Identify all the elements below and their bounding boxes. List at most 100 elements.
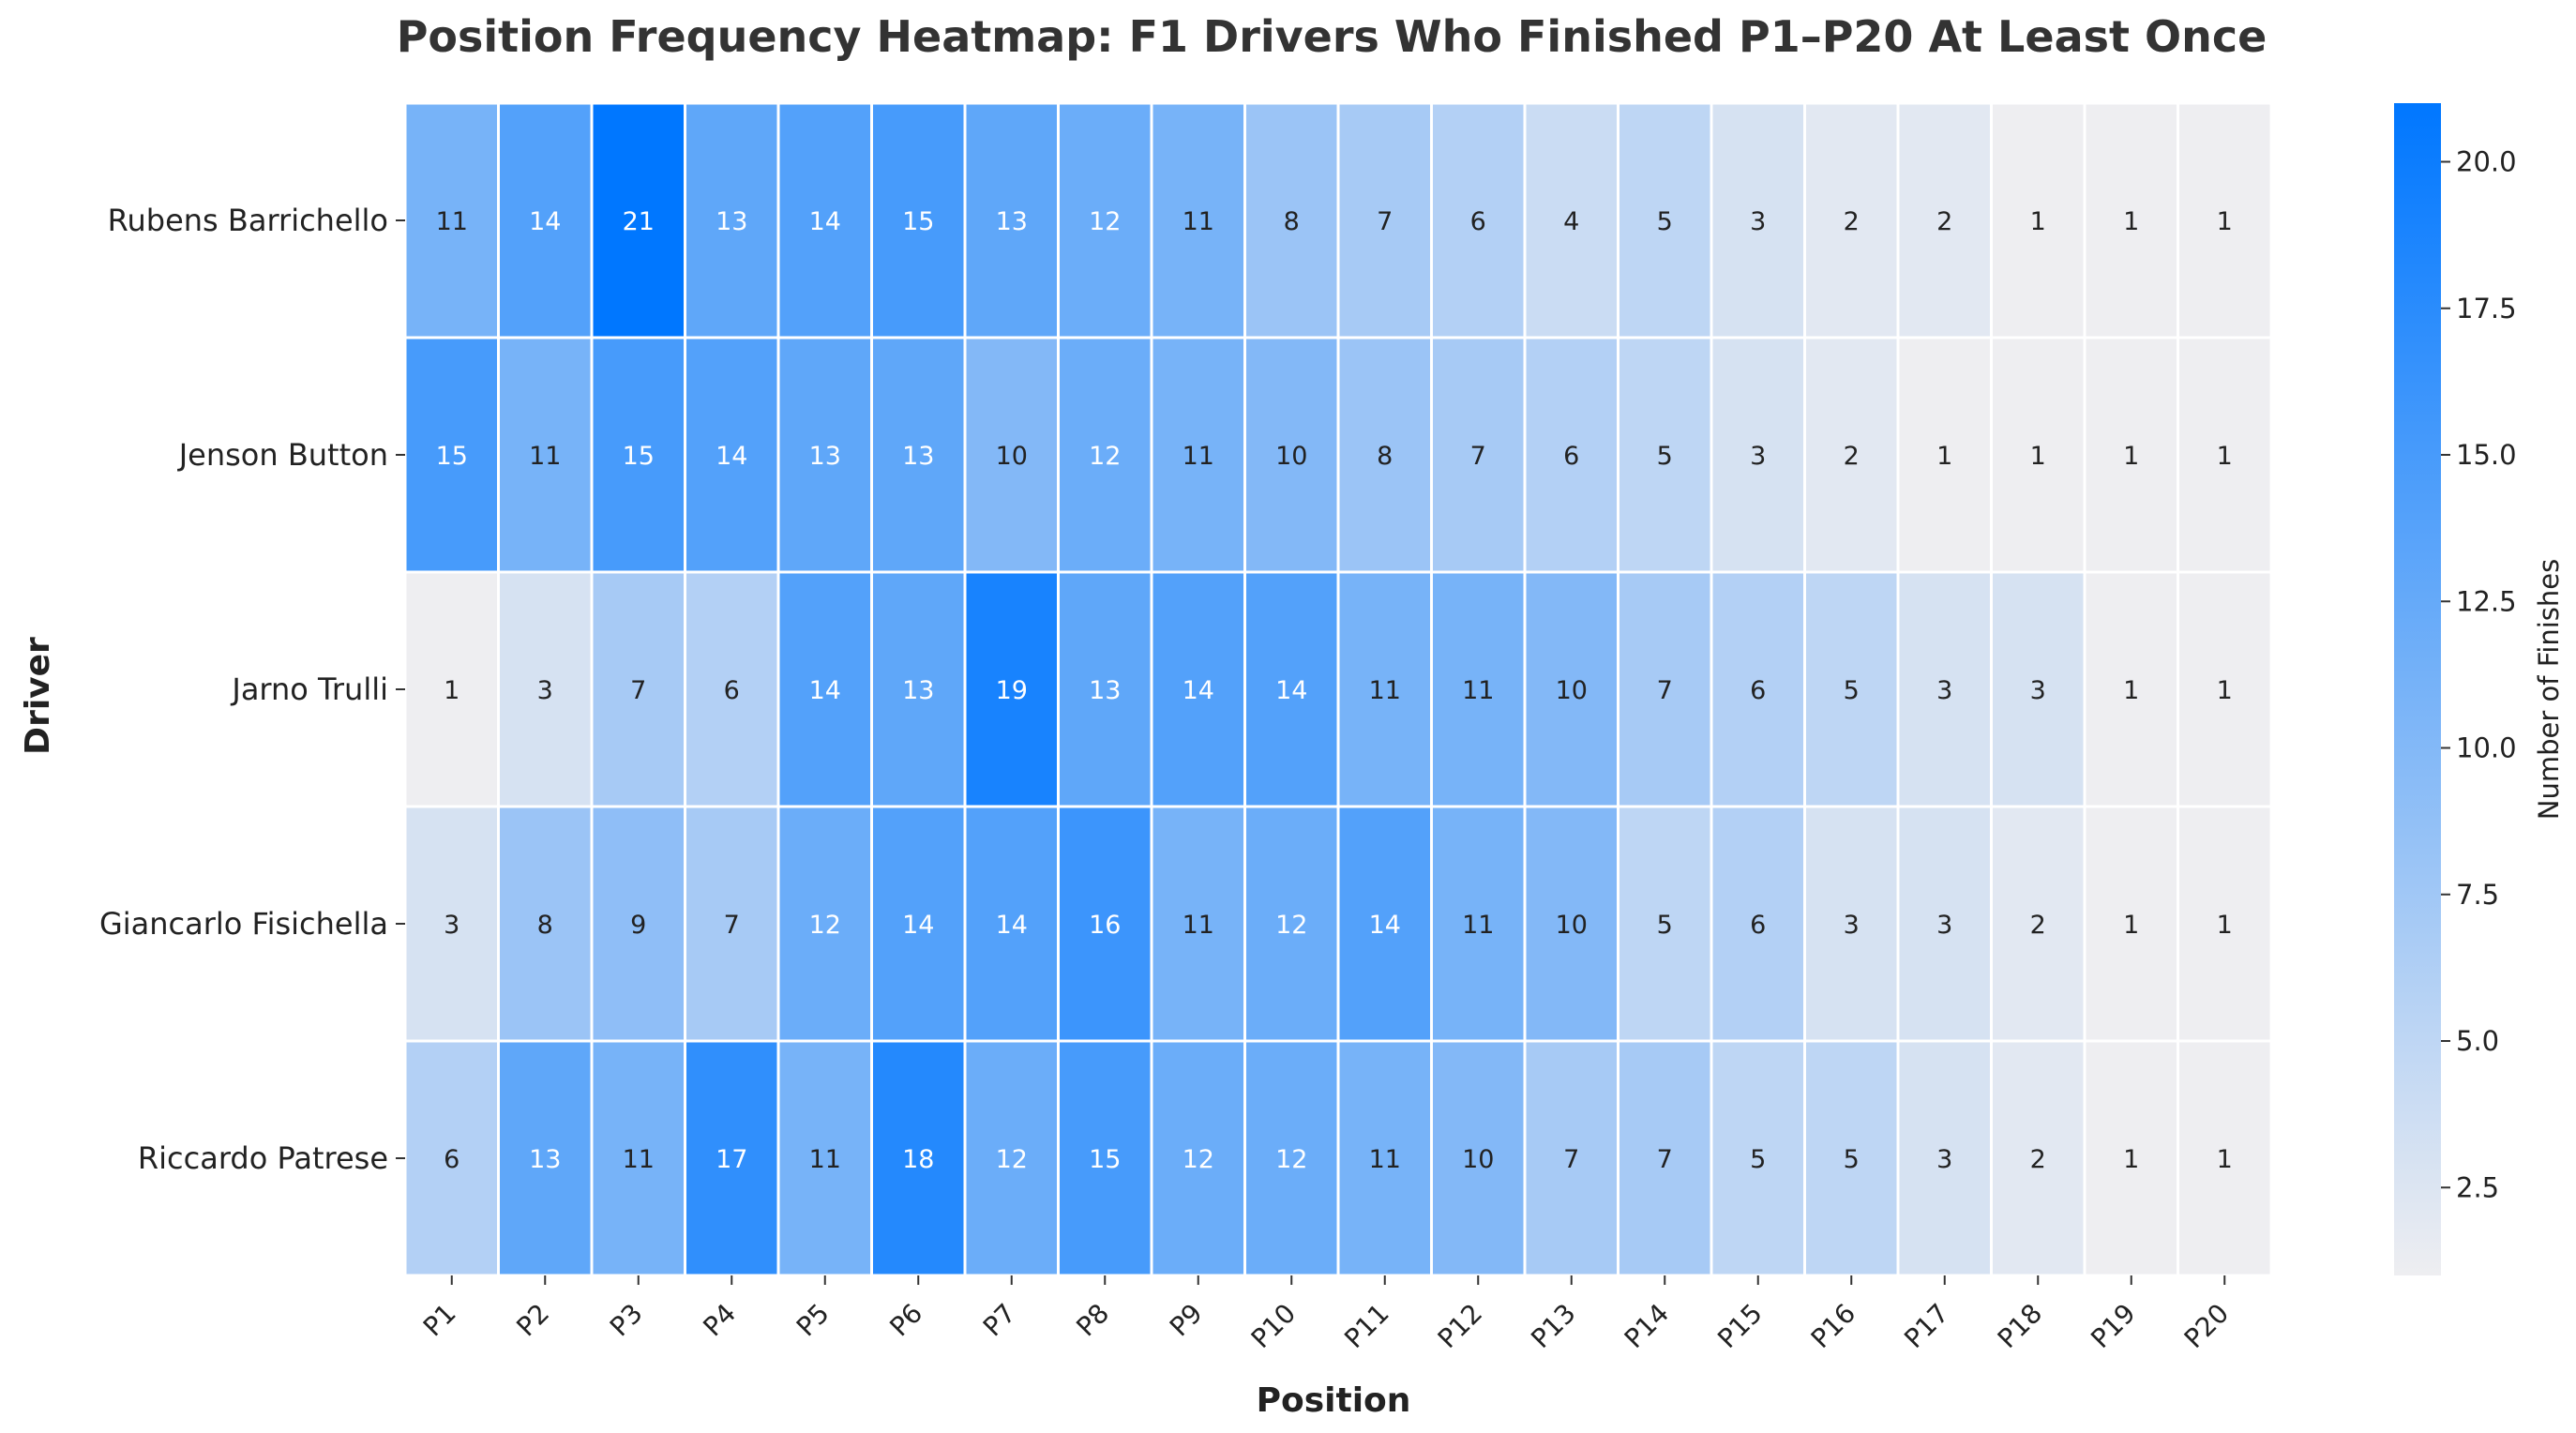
y-tick-label: Giancarlo Fisichella: [99, 906, 388, 942]
cell-value-label: 7: [1563, 1145, 1579, 1174]
x-tick-label: P9: [1164, 1298, 1209, 1343]
heatmap-cell: [2177, 805, 2273, 1043]
cell-value-label: 11: [1369, 676, 1401, 705]
heatmap-cell: [497, 336, 594, 574]
chart-title: Position Frequency Heatmap: F1 Drivers W…: [397, 11, 2267, 62]
cell-value-label: 3: [1750, 442, 1766, 471]
cell-value-label: 1: [2217, 676, 2233, 705]
cell-value-label: 3: [1750, 207, 1766, 236]
cell-value-label: 1: [2217, 911, 2233, 940]
cell-value-label: 2: [1936, 207, 1952, 236]
heatmap-cell: [1057, 570, 1153, 808]
x-tick-label: P18: [1992, 1298, 2048, 1354]
cell-value-label: 19: [996, 676, 1028, 705]
heatmap-cell: [1710, 570, 1806, 808]
cell-value-label: 13: [529, 1145, 561, 1174]
heatmap-cell: [2177, 1039, 2273, 1277]
cell-value-label: 5: [1750, 1145, 1766, 1174]
colorbar-ticks: 2.5 5.0 7.5 10.0 12.5 15.0 17.5 20.0: [2441, 146, 2517, 1203]
cell-value-label: 15: [902, 207, 934, 236]
cell-value-label: 10: [996, 442, 1028, 471]
cell-value-label: 2: [1844, 442, 1860, 471]
x-tick-label: P8: [1070, 1298, 1115, 1343]
heatmap-cell: [1803, 336, 1900, 574]
x-tick-label: P1: [417, 1298, 462, 1343]
cell-value-label: 3: [1936, 1145, 1952, 1174]
cell-value-label: 7: [1657, 676, 1673, 705]
colorbar-tick-label: 17.5: [2456, 293, 2517, 324]
cell-value-label: 12: [1183, 1145, 1214, 1174]
cell-value-label: 8: [537, 911, 553, 940]
x-tick-label: P12: [1432, 1298, 1488, 1354]
cell-value-label: 14: [716, 442, 747, 471]
cell-value-label: 1: [2123, 911, 2139, 940]
heatmap-cell: [2083, 101, 2179, 339]
cell-value-label: 1: [2123, 676, 2139, 705]
cell-value-label: 12: [1089, 207, 1121, 236]
x-tick-label: P15: [1711, 1298, 1768, 1354]
cell-value-label: 1: [2030, 207, 2046, 236]
heatmap-cell: [1710, 1039, 1806, 1277]
cell-value-label: 12: [1275, 911, 1307, 940]
heatmap-cell: [870, 805, 967, 1043]
heatmap-cell: [1430, 805, 1527, 1043]
heatmap-cell: [1150, 805, 1246, 1043]
colorbar-label: Number of Finishes: [2533, 559, 2565, 820]
heatmap-cell: [1803, 1039, 1900, 1277]
cell-value-label: 14: [902, 911, 934, 940]
heatmap-cell: [1990, 805, 2086, 1043]
cell-value-label: 13: [1089, 676, 1121, 705]
cell-value-label: 3: [537, 676, 553, 705]
colorbar-tick-label: 10.0: [2456, 732, 2517, 764]
x-tick-label: P6: [883, 1298, 928, 1343]
cell-value-label: 3: [1936, 911, 1952, 940]
y-axis-label: Driver: [19, 637, 57, 755]
cell-value-label: 13: [902, 442, 934, 471]
cell-value-label: 11: [1462, 676, 1494, 705]
cell-value-label: 14: [1275, 676, 1307, 705]
y-tick-label: Rubens Barrichello: [108, 203, 388, 238]
heatmap-cell: [1150, 570, 1246, 808]
cell-value-label: 5: [1844, 676, 1860, 705]
heatmap-cell: [1523, 805, 1619, 1043]
cell-value-label: 12: [996, 1145, 1028, 1174]
cell-value-label: 10: [1556, 676, 1588, 705]
cell-value-label: 6: [1470, 207, 1486, 236]
heatmap-cell: [590, 570, 686, 808]
cell-value-label: 6: [1750, 911, 1766, 940]
heatmap-cell: [1243, 101, 1340, 339]
cell-value-label: 1: [2217, 207, 2233, 236]
heatmap-cell: [1896, 336, 1993, 574]
heatmap-cell: [1336, 1039, 1433, 1277]
cell-value-label: 10: [1556, 911, 1588, 940]
heatmap-cell: [684, 1039, 780, 1277]
cell-value-label: 14: [809, 207, 841, 236]
heatmap-cell: [1243, 805, 1340, 1043]
cell-value-label: 13: [809, 442, 841, 471]
y-tick-label: Riccardo Patrese: [138, 1140, 388, 1176]
heatmap-cell: [963, 1039, 1060, 1277]
x-tick-label: P3: [604, 1298, 649, 1343]
cell-value-label: 11: [623, 1145, 655, 1174]
heatmap-cell: [2177, 336, 2273, 574]
cell-value-label: 1: [2217, 442, 2233, 471]
heatmap-cell: [1896, 1039, 1993, 1277]
heatmap-cell: [1150, 336, 1246, 574]
x-tick-label: P16: [1805, 1298, 1861, 1354]
heatmap-cell: [1057, 336, 1153, 574]
cell-value-label: 11: [1369, 1145, 1401, 1174]
cell-value-label: 8: [1377, 442, 1393, 471]
cell-value-label: 4: [1563, 207, 1579, 236]
heatmap-cell: [1803, 570, 1900, 808]
heatmap-cell: [1617, 101, 1713, 339]
cell-value-label: 7: [1470, 442, 1486, 471]
cell-value-label: 3: [1936, 676, 1952, 705]
x-tick-label: P5: [791, 1298, 836, 1343]
y-tick-label: Jenson Button: [177, 437, 388, 473]
cell-value-label: 14: [1369, 911, 1401, 940]
colorbar-tick-label: 15.0: [2456, 439, 2517, 471]
heatmap-cell: [1617, 570, 1713, 808]
cell-value-label: 3: [1844, 911, 1860, 940]
x-tick-label: P13: [1525, 1298, 1581, 1354]
cell-value-label: 12: [1275, 1145, 1307, 1174]
